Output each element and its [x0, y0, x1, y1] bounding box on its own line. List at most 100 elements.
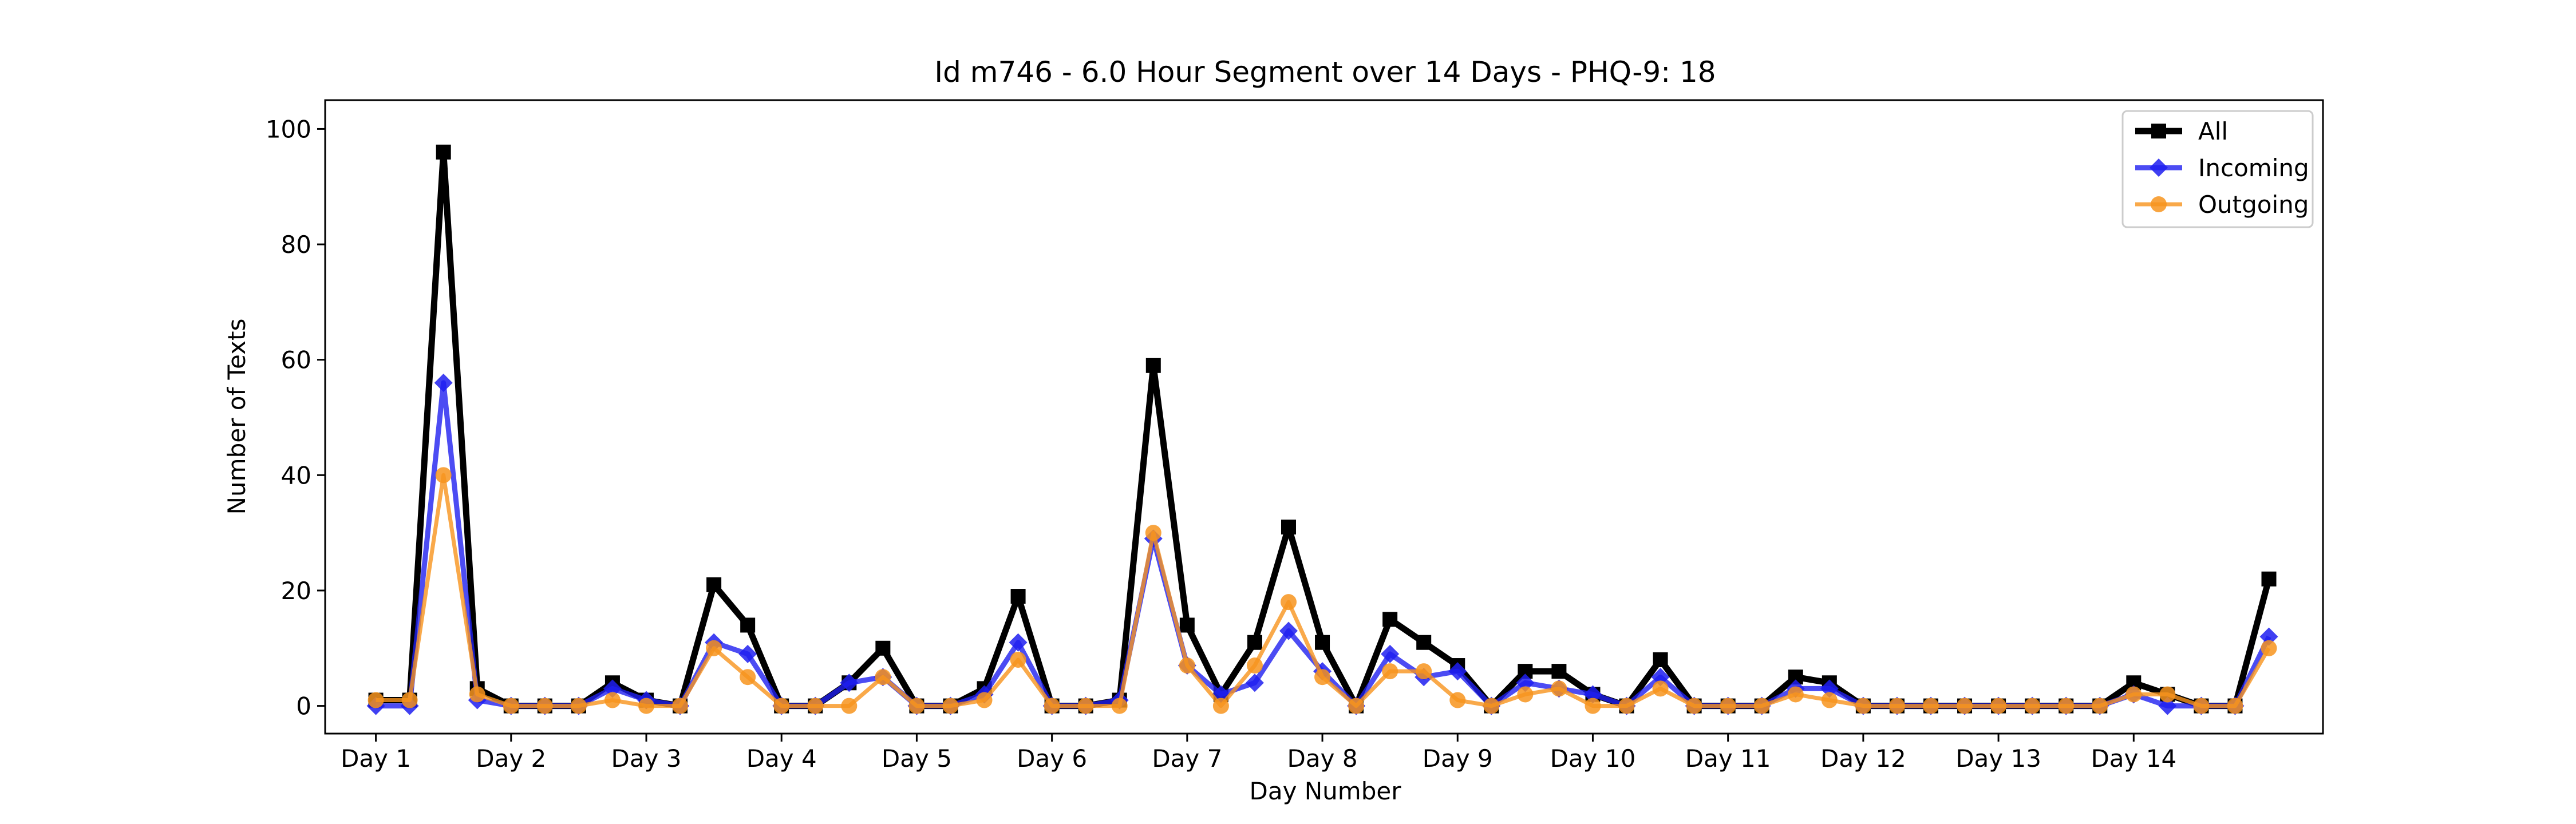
data-point: [1314, 669, 1331, 686]
x-tick-label: Day 6: [1017, 744, 1087, 772]
data-point: [1145, 358, 1161, 373]
chart-title: Id m746 - 6.0 Hour Segment over 14 Days …: [934, 56, 1716, 89]
data-point: [1720, 698, 1736, 714]
data-point: [1245, 674, 1264, 692]
data-point: [401, 692, 418, 708]
x-tick-label: Day 11: [1685, 744, 1771, 772]
y-tick-label: 0: [296, 692, 311, 720]
data-point: [672, 698, 689, 714]
data-point: [908, 698, 925, 714]
x-tick-label: Day 5: [882, 744, 952, 772]
data-point: [2193, 698, 2210, 714]
data-point: [2261, 571, 2277, 587]
legend-marker: [2151, 196, 2167, 212]
data-point: [2024, 698, 2041, 714]
data-point: [942, 698, 959, 714]
data-point: [773, 698, 790, 714]
data-point: [1585, 698, 1601, 714]
data-point: [434, 374, 453, 393]
series-incoming: [366, 374, 2278, 715]
data-point: [1382, 612, 1398, 627]
data-point: [1416, 663, 1432, 680]
x-tick-label: Day 7: [1152, 744, 1222, 772]
x-tick-label: Day 3: [611, 744, 681, 772]
data-point: [1686, 698, 1702, 714]
data-point: [1583, 685, 1602, 704]
data-point: [1855, 698, 1871, 714]
data-point: [1651, 668, 1670, 687]
data-point: [1753, 698, 1770, 714]
data-point: [1009, 633, 1028, 652]
data-point: [2125, 686, 2142, 703]
data-point: [638, 698, 654, 714]
data-point: [738, 644, 757, 663]
data-point: [1551, 664, 1567, 679]
x-axis: Day 1 Day 2 Day 3 Day 4 Day 5 Day 6 Day 7 Day 8…: [341, 734, 2176, 772]
data-point: [603, 679, 622, 698]
y-tick-label: 100: [266, 115, 311, 143]
data-point: [1551, 680, 1567, 697]
data-point: [706, 577, 722, 592]
data-point: [1246, 657, 1263, 674]
data-point: [976, 692, 993, 708]
data-point: [1653, 652, 1668, 667]
data-point: [1280, 594, 1297, 611]
x-tick-label: Day 8: [1287, 744, 1358, 772]
data-point: [1652, 680, 1669, 697]
data-point: [1348, 698, 1365, 714]
data-point: [1820, 679, 1839, 698]
data-point: [1448, 662, 1467, 681]
data-point: [1179, 657, 1195, 674]
data-point: [1483, 698, 1500, 714]
x-tick-label: Day 10: [1550, 744, 1636, 772]
plot-area: [324, 99, 2324, 735]
data-point: [469, 686, 485, 703]
series-all: [368, 144, 2277, 714]
legend-marker: [2151, 124, 2166, 138]
data-point: [740, 617, 756, 633]
data-point: [1077, 698, 1094, 714]
x-tick-label: Day 12: [1820, 744, 1906, 772]
data-point: [1990, 698, 2007, 714]
data-point: [436, 144, 451, 160]
x-tick-label: Day 1: [341, 744, 411, 772]
data-point: [1516, 674, 1535, 692]
y-tick-label: 20: [281, 577, 311, 605]
data-point: [536, 698, 553, 714]
series-line: [376, 380, 2271, 709]
data-point: [1821, 692, 1838, 708]
series-outgoing: [368, 467, 2277, 714]
x-tick-label: Day 2: [476, 744, 546, 772]
legend-label: Incoming: [2198, 154, 2309, 182]
data-point: [1957, 698, 1973, 714]
data-point: [2159, 686, 2176, 703]
data-point: [503, 698, 519, 714]
data-point: [1922, 698, 1939, 714]
legend-frame: [2121, 110, 2314, 228]
data-point: [875, 640, 891, 656]
y-axis: 0 20 40 60 80 100: [266, 115, 325, 720]
data-point: [1279, 621, 1298, 640]
data-point: [875, 669, 891, 686]
data-point: [1179, 617, 1195, 633]
data-point: [2227, 698, 2243, 714]
y-tick-label: 80: [281, 231, 311, 259]
series-line: [376, 149, 2272, 710]
legend-marker: [2150, 159, 2168, 177]
data-point: [1449, 692, 1466, 708]
data-point: [1010, 651, 1026, 668]
data-point: [1315, 635, 1330, 650]
data-point: [2058, 698, 2075, 714]
data-point: [570, 698, 587, 714]
data-point: [807, 698, 824, 714]
x-tick-label: Day 14: [2091, 744, 2176, 772]
data-point: [1381, 644, 1400, 663]
data-point: [1888, 698, 1905, 714]
data-point: [1618, 698, 1635, 714]
x-tick-label: Day 13: [1955, 744, 2041, 772]
data-point: [2259, 627, 2278, 646]
y-axis-label: Number of Texts: [223, 319, 251, 515]
data-point: [1787, 686, 1804, 703]
data-point: [2158, 696, 2177, 715]
legend: All Incoming Outgoing: [2121, 110, 2314, 228]
